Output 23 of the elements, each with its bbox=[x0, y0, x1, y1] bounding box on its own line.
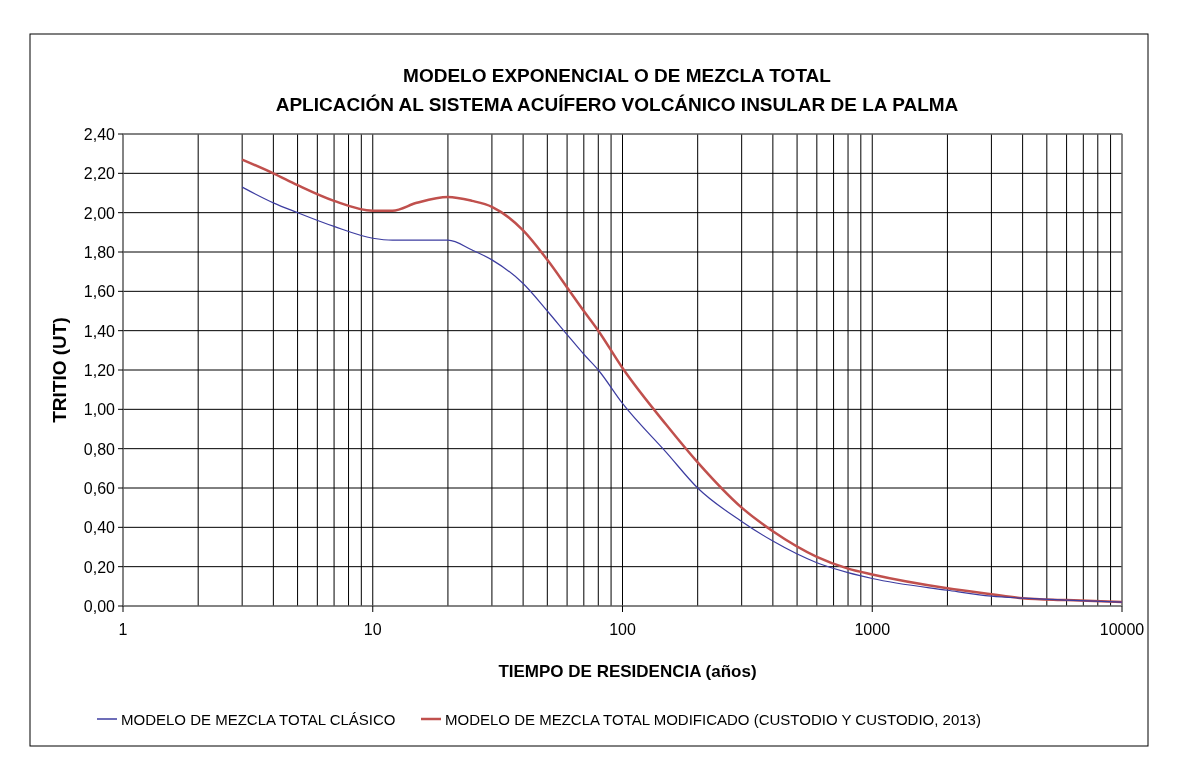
x-tick-label: 100 bbox=[609, 621, 636, 638]
y-tick-label: 1,20 bbox=[83, 362, 116, 379]
y-tick-label: 0,40 bbox=[83, 519, 116, 537]
y-axis-title: TRITIO (UT) bbox=[49, 317, 70, 423]
legend-label: MODELO DE MEZCLA TOTAL MODIFICADO (CUSTODIO Y CUSTODIO, 2013) bbox=[445, 711, 981, 728]
x-tick-label: 1000 bbox=[854, 621, 891, 638]
y-tick-label: 0,60 bbox=[83, 480, 116, 497]
y-tick-label: 2,00 bbox=[83, 204, 116, 222]
y-tick-label: 2,40 bbox=[83, 126, 116, 143]
x-tick-label: 1 bbox=[118, 621, 128, 638]
chart-title: MODELO EXPONENCIAL O DE MEZCLA TOTAL APLICACIÓN AL SISTEMA ACUÍFERO VOLCÁNICO INSULAR DE LA PALMA bbox=[275, 65, 959, 115]
x-tick-label: 10 bbox=[363, 621, 382, 638]
y-tick-label: 1,40 bbox=[83, 322, 116, 340]
y-tick-label: 1,00 bbox=[83, 401, 116, 419]
legend-label: MODELO DE MEZCLA TOTAL CLÁSICO bbox=[121, 711, 396, 728]
y-tick-label: 0,80 bbox=[83, 440, 116, 458]
y-tick-label: 0,20 bbox=[83, 558, 116, 576]
y-tick-label: 1,80 bbox=[83, 244, 116, 261]
y-tick-label: 0,00 bbox=[83, 598, 116, 615]
x-axis-title: TIEMPO DE RESIDENCIA (años) bbox=[498, 662, 757, 681]
y-tick-label: 1,60 bbox=[83, 283, 116, 301]
x-tick-label: 10000 bbox=[1099, 621, 1145, 638]
y-tick-label: 2,20 bbox=[83, 165, 116, 183]
